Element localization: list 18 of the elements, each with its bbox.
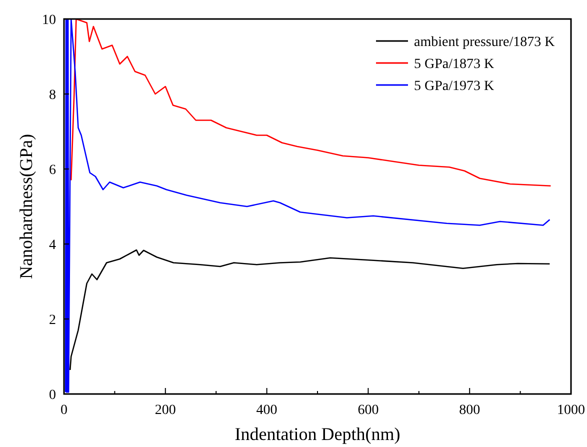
y-tick-label: 2 <box>49 313 56 328</box>
x-tick-label: 400 <box>256 403 278 418</box>
x-axis-title: Indentation Depth(nm) <box>234 424 400 444</box>
y-tick-label: 10 <box>42 13 56 28</box>
legend-label: 5 GPa/1873 K <box>414 57 494 72</box>
x-tick-label: 1000 <box>557 403 585 418</box>
y-tick-label: 8 <box>49 88 56 103</box>
y-tick-label: 0 <box>49 388 56 403</box>
x-tick-label: 200 <box>154 403 176 418</box>
y-tick-label: 6 <box>49 163 56 178</box>
x-tick-label: 800 <box>459 403 480 418</box>
legend-label: 5 GPa/1973 K <box>414 79 494 94</box>
x-tick-label: 600 <box>358 403 379 418</box>
line-series <box>69 249 550 371</box>
legend-label: ambient pressure/1873 K <box>414 35 555 50</box>
x-tick-label: 0 <box>60 403 68 418</box>
y-axis-title: Nanohardness(GPa) <box>16 134 36 279</box>
y-tick-label: 4 <box>49 238 56 253</box>
